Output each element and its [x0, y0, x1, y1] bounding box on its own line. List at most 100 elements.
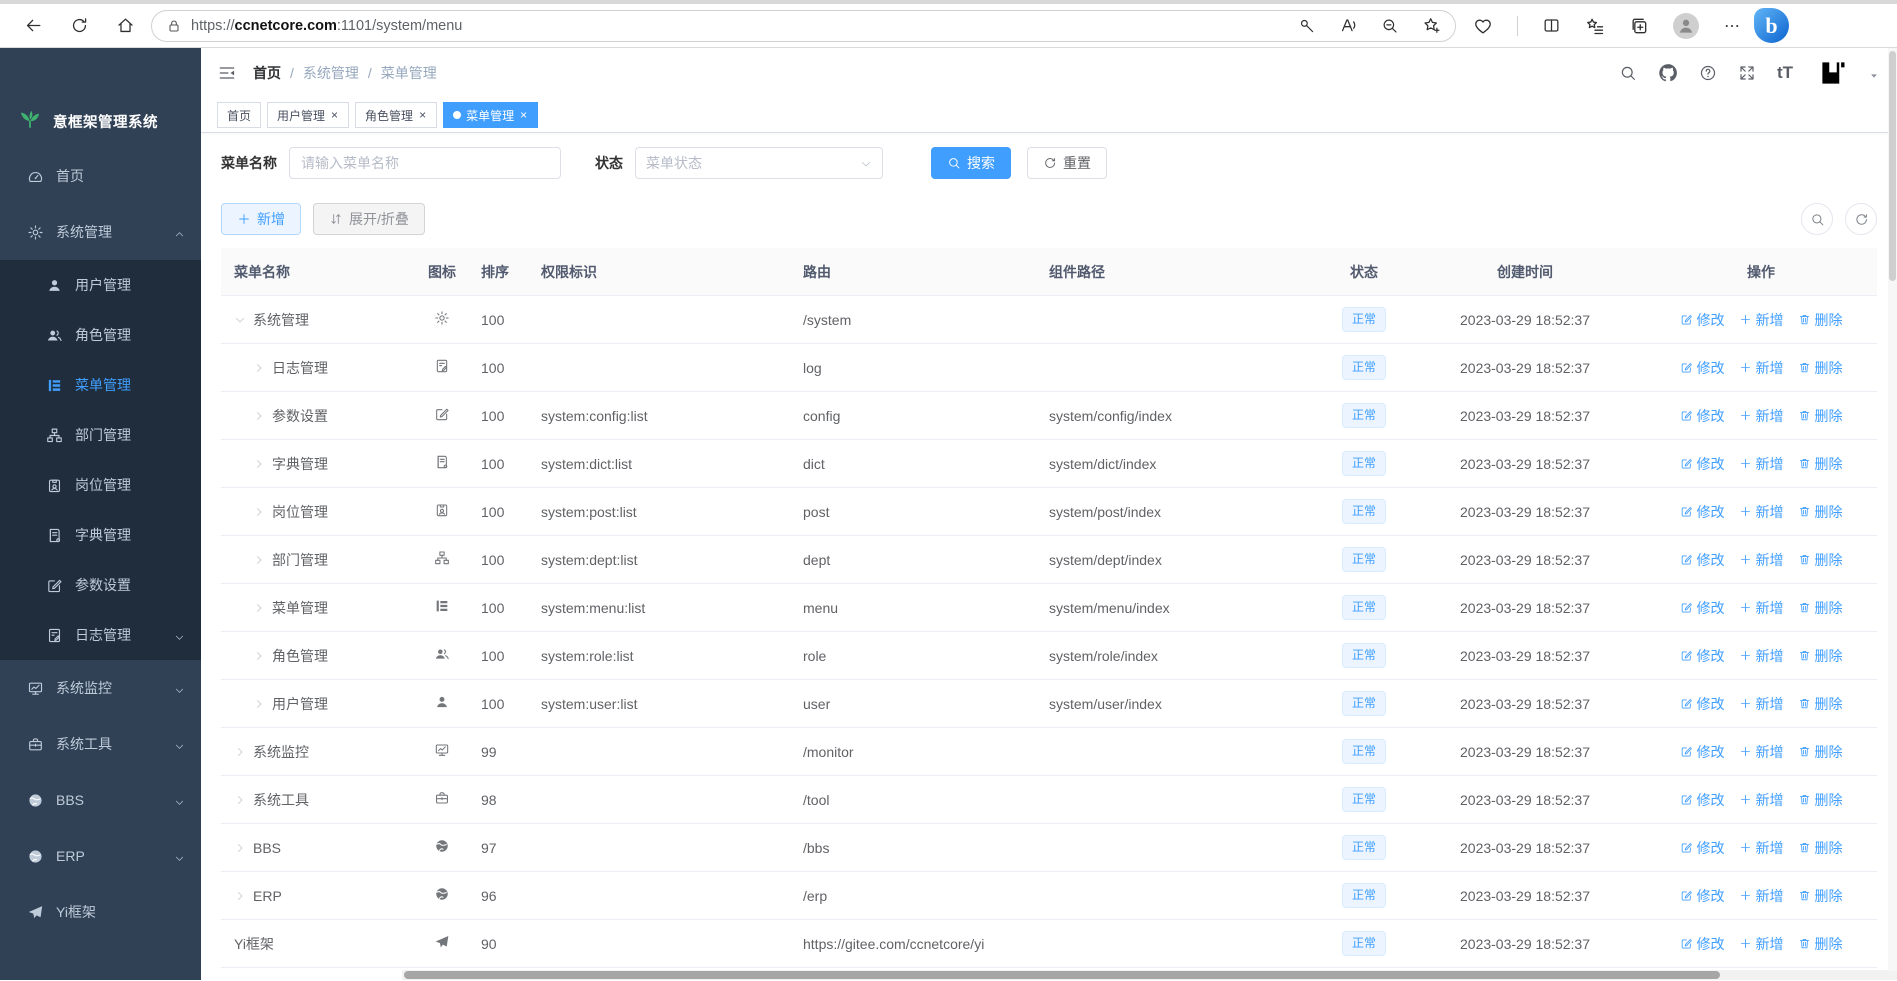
delete-row-link[interactable]: 删除	[1798, 742, 1843, 762]
expand-row-icon[interactable]	[234, 890, 246, 902]
sidebar-item-globe[interactable]: BBS	[0, 772, 201, 828]
delete-row-link[interactable]: 删除	[1798, 886, 1843, 906]
collections-icon[interactable]	[1629, 16, 1649, 36]
add-row-link[interactable]: 新增	[1739, 310, 1784, 330]
sidebar-item-toolbox[interactable]: 系统工具	[0, 716, 201, 772]
back-icon[interactable]	[24, 16, 43, 35]
add-row-link[interactable]: 新增	[1739, 406, 1784, 426]
add-row-link[interactable]: 新增	[1739, 502, 1784, 522]
expand-row-icon[interactable]	[253, 458, 265, 470]
sidebar-item-globe[interactable]: ERP	[0, 828, 201, 884]
sidebar-item-dictionary[interactable]: 字典管理	[0, 510, 201, 560]
favorite-star-add-icon[interactable]	[1422, 16, 1441, 35]
expand-collapse-button[interactable]: 展开/折叠	[313, 203, 425, 235]
edit-row-link[interactable]: 修改	[1680, 598, 1725, 618]
delete-row-link[interactable]: 删除	[1798, 838, 1843, 858]
menu-name-input[interactable]	[289, 147, 561, 179]
add-row-link[interactable]: 新增	[1739, 358, 1784, 378]
sidebar-item-log[interactable]: 日志管理	[0, 610, 201, 660]
fontsize-icon[interactable]: tT	[1776, 63, 1793, 82]
add-row-link[interactable]: 新增	[1739, 598, 1784, 618]
close-icon[interactable]: ×	[520, 108, 528, 122]
add-button[interactable]: 新增	[221, 203, 301, 235]
delete-row-link[interactable]: 删除	[1798, 934, 1843, 954]
sidebar-item-user[interactable]: 用户管理	[0, 260, 201, 310]
edit-row-link[interactable]: 修改	[1680, 742, 1725, 762]
add-row-link[interactable]: 新增	[1739, 694, 1784, 714]
more-icon[interactable]	[1723, 17, 1741, 35]
sidebar-item-paper-plane[interactable]: Yi框架	[0, 884, 201, 940]
delete-row-link[interactable]: 删除	[1798, 646, 1843, 666]
expand-row-icon[interactable]	[234, 746, 246, 758]
horizontal-scrollbar-thumb[interactable]	[404, 971, 1720, 979]
delete-row-link[interactable]: 删除	[1798, 358, 1843, 378]
breadcrumb-item[interactable]: 首页	[253, 65, 281, 81]
edit-row-link[interactable]: 修改	[1680, 550, 1725, 570]
edit-row-link[interactable]: 修改	[1680, 358, 1725, 378]
lock-icon[interactable]	[166, 18, 182, 34]
refresh-icon[interactable]	[70, 16, 89, 35]
github-icon[interactable]	[1658, 63, 1678, 83]
edit-row-link[interactable]: 修改	[1680, 694, 1725, 714]
add-row-link[interactable]: 新增	[1739, 550, 1784, 570]
sidebar-item-org-tree[interactable]: 部门管理	[0, 410, 201, 460]
tag-tab[interactable]: 角色管理 ×	[355, 102, 438, 128]
tag-tab[interactable]: 首页	[217, 102, 262, 128]
search-button[interactable]: 搜索	[931, 147, 1011, 179]
bing-chat-icon[interactable]: b	[1754, 8, 1789, 43]
edit-row-link[interactable]: 修改	[1680, 838, 1725, 858]
expand-row-icon[interactable]	[234, 794, 246, 806]
expand-row-icon[interactable]	[253, 506, 265, 518]
tag-tab[interactable]: 用户管理 ×	[267, 102, 350, 128]
close-icon[interactable]: ×	[419, 108, 427, 122]
sidebar-item-menu-tree[interactable]: 菜单管理	[0, 360, 201, 410]
add-row-link[interactable]: 新增	[1739, 838, 1784, 858]
address-bar[interactable]: https://ccnetcore.com:1101/system/menu	[151, 9, 1456, 42]
expand-row-icon[interactable]	[253, 602, 265, 614]
delete-row-link[interactable]: 删除	[1798, 598, 1843, 618]
vertical-scrollbar-thumb[interactable]	[1889, 51, 1896, 281]
add-row-link[interactable]: 新增	[1739, 646, 1784, 666]
expand-row-icon[interactable]	[253, 410, 265, 422]
read-aloud-icon[interactable]	[1339, 16, 1358, 35]
add-row-link[interactable]: 新增	[1739, 790, 1784, 810]
delete-row-link[interactable]: 删除	[1798, 406, 1843, 426]
reset-button[interactable]: 重置	[1027, 147, 1107, 179]
delete-row-link[interactable]: 删除	[1798, 790, 1843, 810]
refresh-table-button[interactable]	[1845, 203, 1877, 235]
sidebar-fold-icon[interactable]	[217, 63, 237, 83]
zoom-out-icon[interactable]	[1381, 17, 1399, 35]
favorites-list-icon[interactable]	[1585, 16, 1605, 36]
browser-essentials-icon[interactable]	[1473, 16, 1493, 36]
show-search-button[interactable]	[1801, 203, 1833, 235]
edit-row-link[interactable]: 修改	[1680, 646, 1725, 666]
sidebar-item-users[interactable]: 角色管理	[0, 310, 201, 360]
collapse-row-icon[interactable]	[234, 314, 246, 326]
expand-row-icon[interactable]	[253, 650, 265, 662]
edit-row-link[interactable]: 修改	[1680, 454, 1725, 474]
expand-row-icon[interactable]	[234, 842, 246, 854]
edit-row-link[interactable]: 修改	[1680, 790, 1725, 810]
split-screen-icon[interactable]	[1542, 16, 1561, 35]
delete-row-link[interactable]: 删除	[1798, 550, 1843, 570]
sidebar-item-gear[interactable]: 系统管理	[0, 204, 201, 260]
edit-row-link[interactable]: 修改	[1680, 310, 1725, 330]
sidebar-item-dashboard[interactable]: 首页	[0, 148, 201, 204]
password-key-icon[interactable]	[1298, 17, 1316, 35]
fullscreen-icon[interactable]	[1738, 64, 1756, 82]
status-select[interactable]: 菜单状态	[635, 147, 883, 179]
delete-row-link[interactable]: 删除	[1798, 694, 1843, 714]
sidebar-item-post-badge[interactable]: 岗位管理	[0, 460, 201, 510]
delete-row-link[interactable]: 删除	[1798, 502, 1843, 522]
sidebar-item-monitor[interactable]: 系统监控	[0, 660, 201, 716]
expand-row-icon[interactable]	[253, 698, 265, 710]
user-logo-avatar[interactable]	[1818, 58, 1848, 88]
edit-row-link[interactable]: 修改	[1680, 886, 1725, 906]
edit-row-link[interactable]: 修改	[1680, 406, 1725, 426]
edit-row-link[interactable]: 修改	[1680, 502, 1725, 522]
search-icon[interactable]	[1619, 64, 1637, 82]
add-row-link[interactable]: 新增	[1739, 934, 1784, 954]
horizontal-scrollbar[interactable]	[402, 970, 1897, 980]
caret-down-icon[interactable]	[1869, 68, 1879, 78]
add-row-link[interactable]: 新增	[1739, 454, 1784, 474]
